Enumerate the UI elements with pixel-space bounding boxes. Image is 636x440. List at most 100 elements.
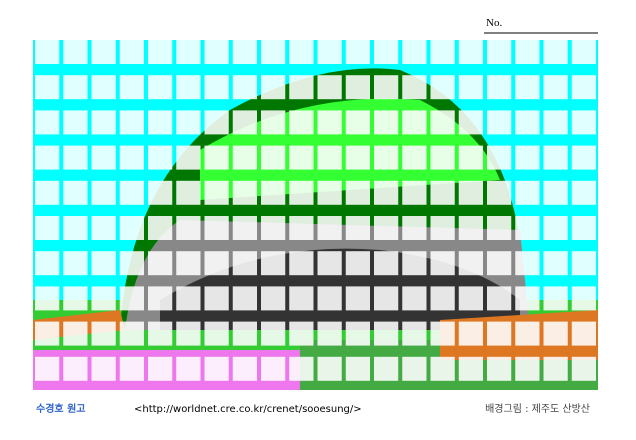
grid-cell	[571, 110, 596, 135]
manuscript-grid	[35, 40, 596, 381]
grid-cell	[119, 110, 144, 135]
grid-cell	[148, 321, 173, 346]
grid-cell	[345, 180, 370, 205]
grid-cell	[119, 145, 144, 170]
grid-cell	[317, 40, 342, 64]
grid-cell	[91, 75, 116, 100]
grid-cell	[91, 356, 116, 381]
grid-cell	[571, 180, 596, 205]
grid-cell	[289, 40, 314, 64]
grid-cell	[345, 251, 370, 276]
grid-cell	[35, 216, 60, 240]
grid-cell	[148, 216, 173, 240]
grid-cell	[487, 251, 512, 276]
grid-cell	[119, 216, 144, 240]
grid-cell	[458, 180, 483, 205]
grid-cell	[430, 145, 455, 170]
grid-cell	[430, 180, 455, 205]
grid-cell	[487, 321, 512, 346]
grid-cell	[515, 40, 540, 64]
grid-cell	[232, 75, 257, 100]
grid-cell	[374, 180, 399, 205]
grid-cell	[543, 110, 568, 135]
grid-cell	[289, 286, 314, 311]
grid-cell	[458, 321, 483, 346]
grid-cell	[91, 286, 116, 311]
grid-cell	[487, 145, 512, 170]
grid-cell	[232, 40, 257, 64]
grid-cell	[232, 216, 257, 240]
grid-cell	[63, 180, 88, 205]
grid-cell	[261, 40, 286, 64]
grid-cell	[345, 216, 370, 240]
grid-cell	[430, 286, 455, 311]
grid-cell	[176, 145, 201, 170]
grid-cell	[35, 180, 60, 205]
grid-cell	[204, 110, 229, 135]
grid-cell	[63, 251, 88, 276]
grid-cell	[289, 356, 314, 381]
grid-cell	[345, 321, 370, 346]
grid-cell	[543, 216, 568, 240]
grid-cell	[402, 251, 427, 276]
grid-cell	[571, 356, 596, 381]
grid-cell	[63, 110, 88, 135]
logo-text: 수경호 원고	[36, 402, 85, 415]
grid-cell	[402, 40, 427, 64]
grid-cell	[232, 356, 257, 381]
grid-cell	[204, 180, 229, 205]
grid-cell	[261, 145, 286, 170]
grid-cell	[261, 321, 286, 346]
grid-cell	[402, 110, 427, 135]
grid-cell	[515, 321, 540, 346]
grid-cell	[317, 251, 342, 276]
grid-cell	[289, 180, 314, 205]
grid-cell	[232, 251, 257, 276]
grid-cell	[374, 216, 399, 240]
grid-cell	[571, 75, 596, 100]
grid-cell	[232, 145, 257, 170]
grid-cell	[543, 251, 568, 276]
grid-cell	[261, 180, 286, 205]
grid-cell	[63, 356, 88, 381]
grid-cell	[345, 40, 370, 64]
grid-cell	[458, 40, 483, 64]
grid-cell	[487, 216, 512, 240]
grid-cell	[571, 145, 596, 170]
grid-cell	[261, 75, 286, 100]
grid-cell	[148, 40, 173, 64]
grid-cell	[458, 216, 483, 240]
grid-cell	[515, 251, 540, 276]
grid-cell	[91, 251, 116, 276]
grid-cell	[204, 321, 229, 346]
grid-cell	[91, 110, 116, 135]
grid-cell	[176, 251, 201, 276]
grid-cell	[458, 75, 483, 100]
grid-cell	[543, 180, 568, 205]
grid-cell	[543, 356, 568, 381]
grid-cell	[35, 251, 60, 276]
grid-cell	[289, 75, 314, 100]
grid-cell	[515, 286, 540, 311]
grid-cell	[317, 356, 342, 381]
grid-cell	[63, 75, 88, 100]
grid-cell	[402, 286, 427, 311]
grid-cell	[91, 180, 116, 205]
grid-cell	[204, 40, 229, 64]
grid-cell	[176, 40, 201, 64]
grid-cell	[91, 321, 116, 346]
grid-cell	[458, 286, 483, 311]
grid-cell	[317, 145, 342, 170]
grid-cell	[430, 251, 455, 276]
grid-cell	[571, 321, 596, 346]
grid-cell	[543, 145, 568, 170]
grid-cell	[515, 75, 540, 100]
grid-cell	[430, 40, 455, 64]
grid-cell	[458, 110, 483, 135]
grid-cell	[374, 286, 399, 311]
grid-cell	[487, 286, 512, 311]
grid-cell	[261, 110, 286, 135]
grid-cell	[345, 110, 370, 135]
grid-cell	[261, 216, 286, 240]
grid-cell	[148, 286, 173, 311]
